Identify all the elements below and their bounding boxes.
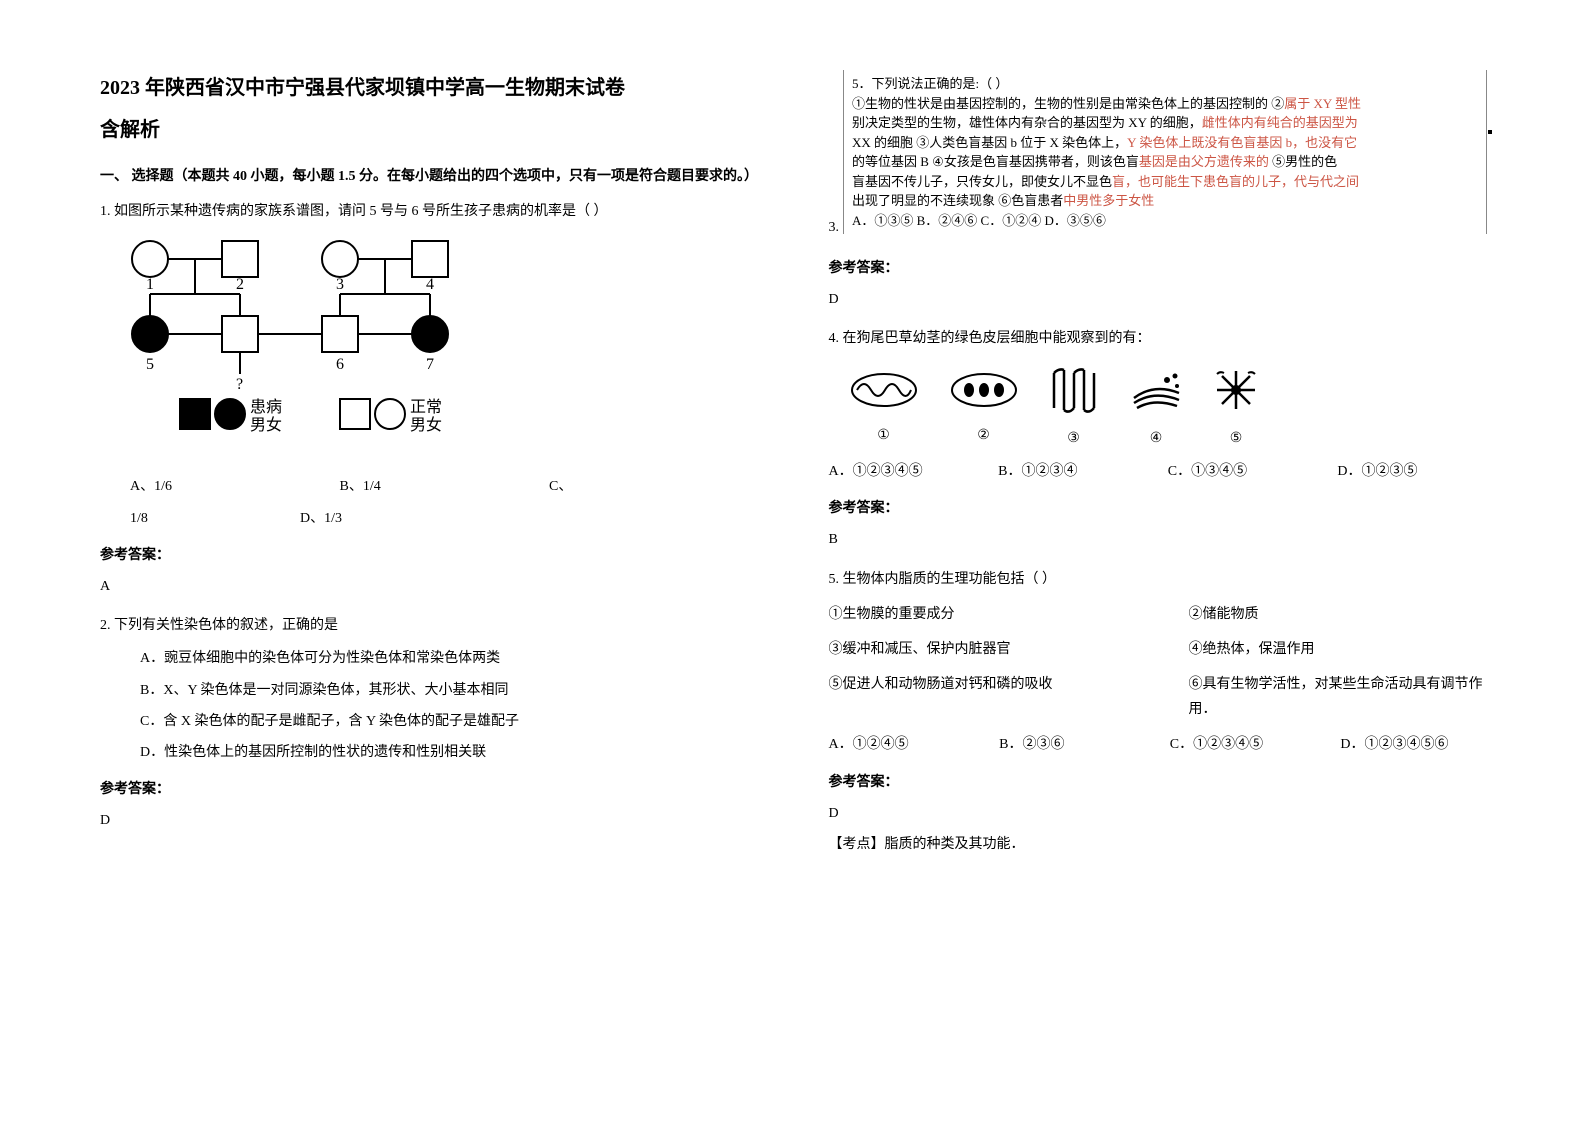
q2-text: 2. 下列有关性染色体的叙述，正确的是 xyxy=(100,613,759,638)
q5-options: A．①②④⑤ B．②③⑥ C．①②③④⑤ D．①②③④⑤⑥ xyxy=(829,732,1488,757)
q1-body: 如图所示某种遗传病的家族系谱图，请问 5 号与 6 号所生孩子患病的机率是（ ） xyxy=(114,204,608,219)
q5-s1: ①生物膜的重要成分 xyxy=(829,602,1129,627)
q4-optB: B．①②③④ xyxy=(998,459,1148,484)
q5-row3: ⑤促进人和动物肠道对钙和磷的吸收 ⑥具有生物学活性，对某些生命活动具有调节作用． xyxy=(829,672,1488,722)
svg-text:2: 2 xyxy=(236,276,244,293)
q2-body: 下列有关性染色体的叙述，正确的是 xyxy=(114,618,338,633)
mitochondrion-icon xyxy=(849,370,919,410)
q5-row2: ③缓冲和减压、保护内脏器官 ④绝热体，保温作用 xyxy=(829,637,1488,662)
q2-num: 2. xyxy=(100,618,111,633)
org-2-label: ② xyxy=(949,423,1019,448)
q5-row1: ①生物膜的重要成分 ②储能物质 xyxy=(829,602,1488,627)
q4-answer-label: 参考答案： xyxy=(829,496,1488,521)
right-column: 3. 5．下列说法正确的是:（ ） ①生物的性状是由基因控制的，生物的性别是由常… xyxy=(829,70,1488,1052)
q2-optA: A．豌豆体细胞中的染色体可分为性染色体和常染色体两类 xyxy=(140,646,759,671)
q4-optD: D．①②③⑤ xyxy=(1337,459,1487,484)
q5-optD: D．①②③④⑤⑥ xyxy=(1340,732,1487,757)
svg-text:男女: 男女 xyxy=(250,415,282,434)
chloroplast-icon xyxy=(949,370,1019,410)
svg-text:7: 7 xyxy=(426,356,434,373)
q5-s3: ③缓冲和减压、保护内脏器官 xyxy=(829,637,1129,662)
svg-text:正常: 正常 xyxy=(410,398,442,416)
q4-options: A．①②③④⑤ B．①②③④ C．①③④⑤ D．①②③⑤ xyxy=(829,459,1488,484)
question-5: 5. 生物体内脂质的生理功能包括（ ） ①生物膜的重要成分 ②储能物质 ③缓冲和… xyxy=(829,567,1488,758)
left-column: 2023 年陕西省汉中市宁强县代家坝镇中学高一生物期末试卷 含解析 一、 选择题… xyxy=(100,70,759,1052)
q5-body: 生物体内脂质的生理功能包括（ ） xyxy=(843,572,1057,587)
organelle-row: ① ② ③ ④ ⑤ xyxy=(849,368,1488,451)
question-3: 3. 5．下列说法正确的是:（ ） ①生物的性状是由基因控制的，生物的性别是由常… xyxy=(829,70,1488,240)
q4-num: 4. xyxy=(829,331,840,346)
svg-text:患病: 患病 xyxy=(250,398,282,416)
q5-s2: ②储能物质 xyxy=(1189,602,1259,627)
org-3: ③ xyxy=(1049,368,1099,451)
question-2: 2. 下列有关性染色体的叙述，正确的是 A．豌豆体细胞中的染色体可分为性染色体和… xyxy=(100,613,759,765)
q1-optA: A、1/6 xyxy=(100,474,340,499)
q3-num: 3. xyxy=(829,215,840,240)
q1-optC2: 1/8 xyxy=(100,506,300,531)
q1-answer: A xyxy=(100,574,759,599)
q1-optD: D、1/3 xyxy=(300,506,529,531)
q5-s4: ④绝热体，保温作用 xyxy=(1189,637,1315,662)
centriole-icon xyxy=(1214,368,1259,413)
q3-header: 5．下列说法正确的是:（ ） xyxy=(852,74,1478,94)
org-4: ④ xyxy=(1129,368,1184,451)
org-5-label: ⑤ xyxy=(1214,426,1259,451)
q3-answer-label: 参考答案： xyxy=(829,256,1488,281)
q5-s6: ⑥具有生物学活性，对某些生命活动具有调节作用． xyxy=(1189,672,1488,722)
q1-options-row2: 1/8 D、1/3 xyxy=(100,506,759,531)
q5-analysis: 【考点】脂质的种类及其功能． xyxy=(829,832,1488,857)
q5-optB: B．②③⑥ xyxy=(999,732,1146,757)
q2-optB: B．X、Y 染色体是一对同源染色体，其形状、大小基本相同 xyxy=(140,678,759,703)
org-3-label: ③ xyxy=(1049,426,1099,451)
q5-s5: ⑤促进人和动物肠道对钙和磷的吸收 xyxy=(829,672,1129,722)
q2-answer-label: 参考答案： xyxy=(100,777,759,802)
q3-answer: D xyxy=(829,287,1488,312)
q1-num: 1. xyxy=(100,204,111,219)
q2-answer: D xyxy=(100,808,759,833)
q4-body: 在狗尾巴草幼茎的绿色皮层细胞中能观察到的有： xyxy=(843,331,1151,346)
q1-optB: B、1/4 xyxy=(340,474,550,499)
org-5: ⑤ xyxy=(1214,368,1259,451)
q5-answer: D xyxy=(829,801,1488,826)
q5-optC: C．①②③④⑤ xyxy=(1170,732,1317,757)
question-1: 1. 如图所示某种遗传病的家族系谱图，请问 5 号与 6 号所生孩子患病的机率是… xyxy=(100,199,759,531)
doc-title-2: 含解析 xyxy=(100,112,759,148)
svg-text:5: 5 xyxy=(146,356,154,373)
q1-answer-label: 参考答案： xyxy=(100,543,759,568)
q2-optD: D．性染色体上的基因所控制的性状的遗传和性别相关联 xyxy=(140,740,759,765)
q2-optC: C．含 X 染色体的配子是雌配子，含 Y 染色体的配子是雄配子 xyxy=(140,709,759,734)
q4-optC: C．①③④⑤ xyxy=(1168,459,1318,484)
golgi-icon xyxy=(1129,368,1184,413)
section-1-header: 一、 选择题（本题共 40 小题，每小题 1.5 分。在每小题给出的四个选项中，… xyxy=(100,164,759,189)
q5-num: 5. xyxy=(829,572,840,587)
q4-text: 4. 在狗尾巴草幼茎的绿色皮层细胞中能观察到的有： xyxy=(829,326,1488,351)
svg-text:1: 1 xyxy=(146,276,154,293)
q3-box: 5．下列说法正确的是:（ ） ①生物的性状是由基因控制的，生物的性别是由常染色体… xyxy=(843,70,1487,234)
svg-text:男女: 男女 xyxy=(410,415,442,434)
org-1-label: ① xyxy=(849,423,919,448)
q4-answer: B xyxy=(829,527,1488,552)
q5-optA: A．①②④⑤ xyxy=(829,732,976,757)
q1-options-row1: A、1/6 B、1/4 C、 xyxy=(100,474,759,499)
svg-text:6: 6 xyxy=(336,356,344,373)
q3-options: A．①③⑤ B．②④⑥ C．①②④ D．③⑤⑥ xyxy=(852,211,1478,231)
pedigree-diagram: 1 2 3 4 5 ? 6 7 患病 男女 正常 男女 xyxy=(120,234,480,464)
svg-text:4: 4 xyxy=(426,276,434,293)
question-4: 4. 在狗尾巴草幼茎的绿色皮层细胞中能观察到的有： ① ② ③ ④ ⑤ xyxy=(829,326,1488,484)
q1-optC: C、 xyxy=(549,474,759,499)
er-icon xyxy=(1049,368,1099,413)
svg-text:?: ? xyxy=(236,376,243,393)
org-2: ② xyxy=(949,370,1019,448)
q4-optA: A．①②③④⑤ xyxy=(829,459,979,484)
q5-text: 5. 生物体内脂质的生理功能包括（ ） xyxy=(829,567,1488,592)
svg-text:3: 3 xyxy=(336,276,344,293)
q5-answer-label: 参考答案： xyxy=(829,770,1488,795)
doc-title-1: 2023 年陕西省汉中市宁强县代家坝镇中学高一生物期末试卷 xyxy=(100,70,759,106)
org-4-label: ④ xyxy=(1129,426,1184,451)
q1-text: 1. 如图所示某种遗传病的家族系谱图，请问 5 号与 6 号所生孩子患病的机率是… xyxy=(100,199,759,224)
org-1: ① xyxy=(849,370,919,448)
